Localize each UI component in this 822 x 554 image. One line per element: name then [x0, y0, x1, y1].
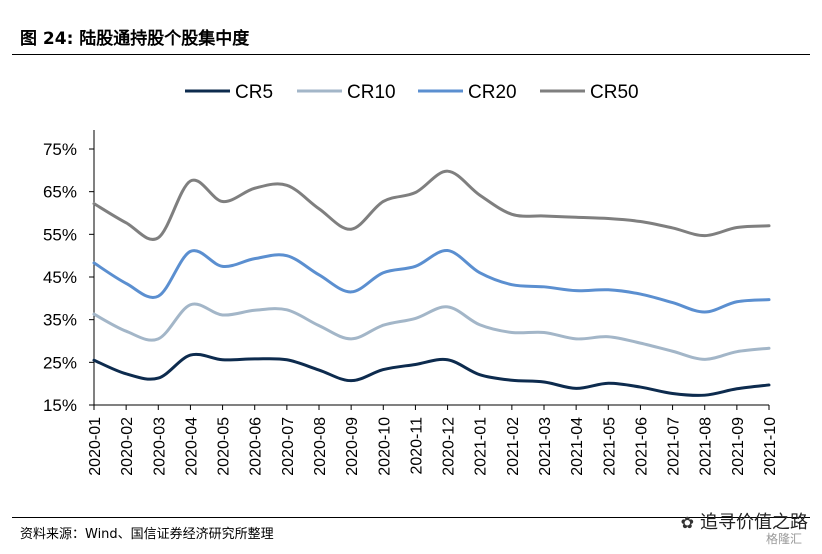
source-note: 资料来源：Wind、国信证券经济研究所整理: [20, 527, 274, 542]
x-tick-label: 2021-07: [666, 417, 683, 476]
chart-axes: 75% 65% 55% 45% 35% 25% 15% 2020-01 2020-02 2020-…: [43, 130, 779, 476]
y-tick-label: 45%: [43, 268, 77, 287]
y-tick-label: 75%: [43, 140, 77, 159]
x-tick-label: 2020-08: [312, 417, 329, 476]
x-tick-label: 2021-10: [762, 417, 779, 476]
x-tick-label: 2020-09: [344, 417, 361, 476]
y-tick-label: 55%: [43, 225, 77, 244]
watermark-brand: 格隆汇: [765, 532, 802, 546]
x-tick-label: 2020-04: [183, 417, 200, 476]
series-line-cr10: [92, 302, 771, 361]
chart-series: [92, 169, 771, 397]
page-title: 图 24: 陆股通持股个股集中度: [20, 29, 250, 49]
x-tick-label: 2021-06: [633, 417, 650, 476]
source-divider: [12, 517, 810, 518]
title-divider: [12, 54, 810, 55]
y-tick-label: 35%: [43, 311, 77, 330]
x-tick-label: 2020-01: [87, 417, 104, 476]
series-line-cr50: [92, 169, 771, 241]
x-tick-label: 2021-03: [537, 417, 554, 476]
x-tick-label: 2021-04: [569, 417, 586, 476]
wechat-icon: ✿: [680, 513, 694, 532]
watermark-text: 追寻价值之路: [700, 512, 808, 533]
legend-label-cr10: CR10: [347, 82, 396, 103]
y-tick-label: 25%: [43, 353, 77, 372]
watermark: ✿ 追寻价值之路: [681, 508, 808, 534]
legend-label-cr5: CR5: [235, 82, 273, 103]
x-tick-label: 2021-02: [505, 417, 522, 476]
x-tick-label: 2021-01: [473, 417, 490, 476]
chart-legend: CR5 CR10 CR20 CR50: [185, 82, 639, 103]
legend-label-cr50: CR50: [590, 82, 639, 103]
x-tick-label: 2021-05: [601, 417, 618, 476]
x-tick-label: 2020-12: [441, 417, 458, 476]
y-tick-label: 65%: [43, 183, 77, 202]
x-tick-label: 2020-10: [376, 417, 393, 476]
x-tick-label: 2020-11: [408, 417, 425, 475]
x-tick-label: 2020-06: [248, 417, 265, 476]
series-line-cr20: [92, 249, 771, 314]
x-tick-label: 2020-07: [280, 417, 297, 476]
x-tick-label: 2020-02: [119, 417, 136, 476]
y-tick-label: 15%: [43, 396, 77, 415]
x-tick-label: 2020-03: [151, 417, 168, 476]
series-line-cr5: [92, 352, 771, 397]
legend-label-cr20: CR20: [468, 82, 517, 103]
x-tick-label: 2020-05: [216, 417, 233, 476]
x-tick-label: 2021-08: [698, 417, 715, 476]
x-tick-label: 2021-09: [730, 417, 747, 476]
